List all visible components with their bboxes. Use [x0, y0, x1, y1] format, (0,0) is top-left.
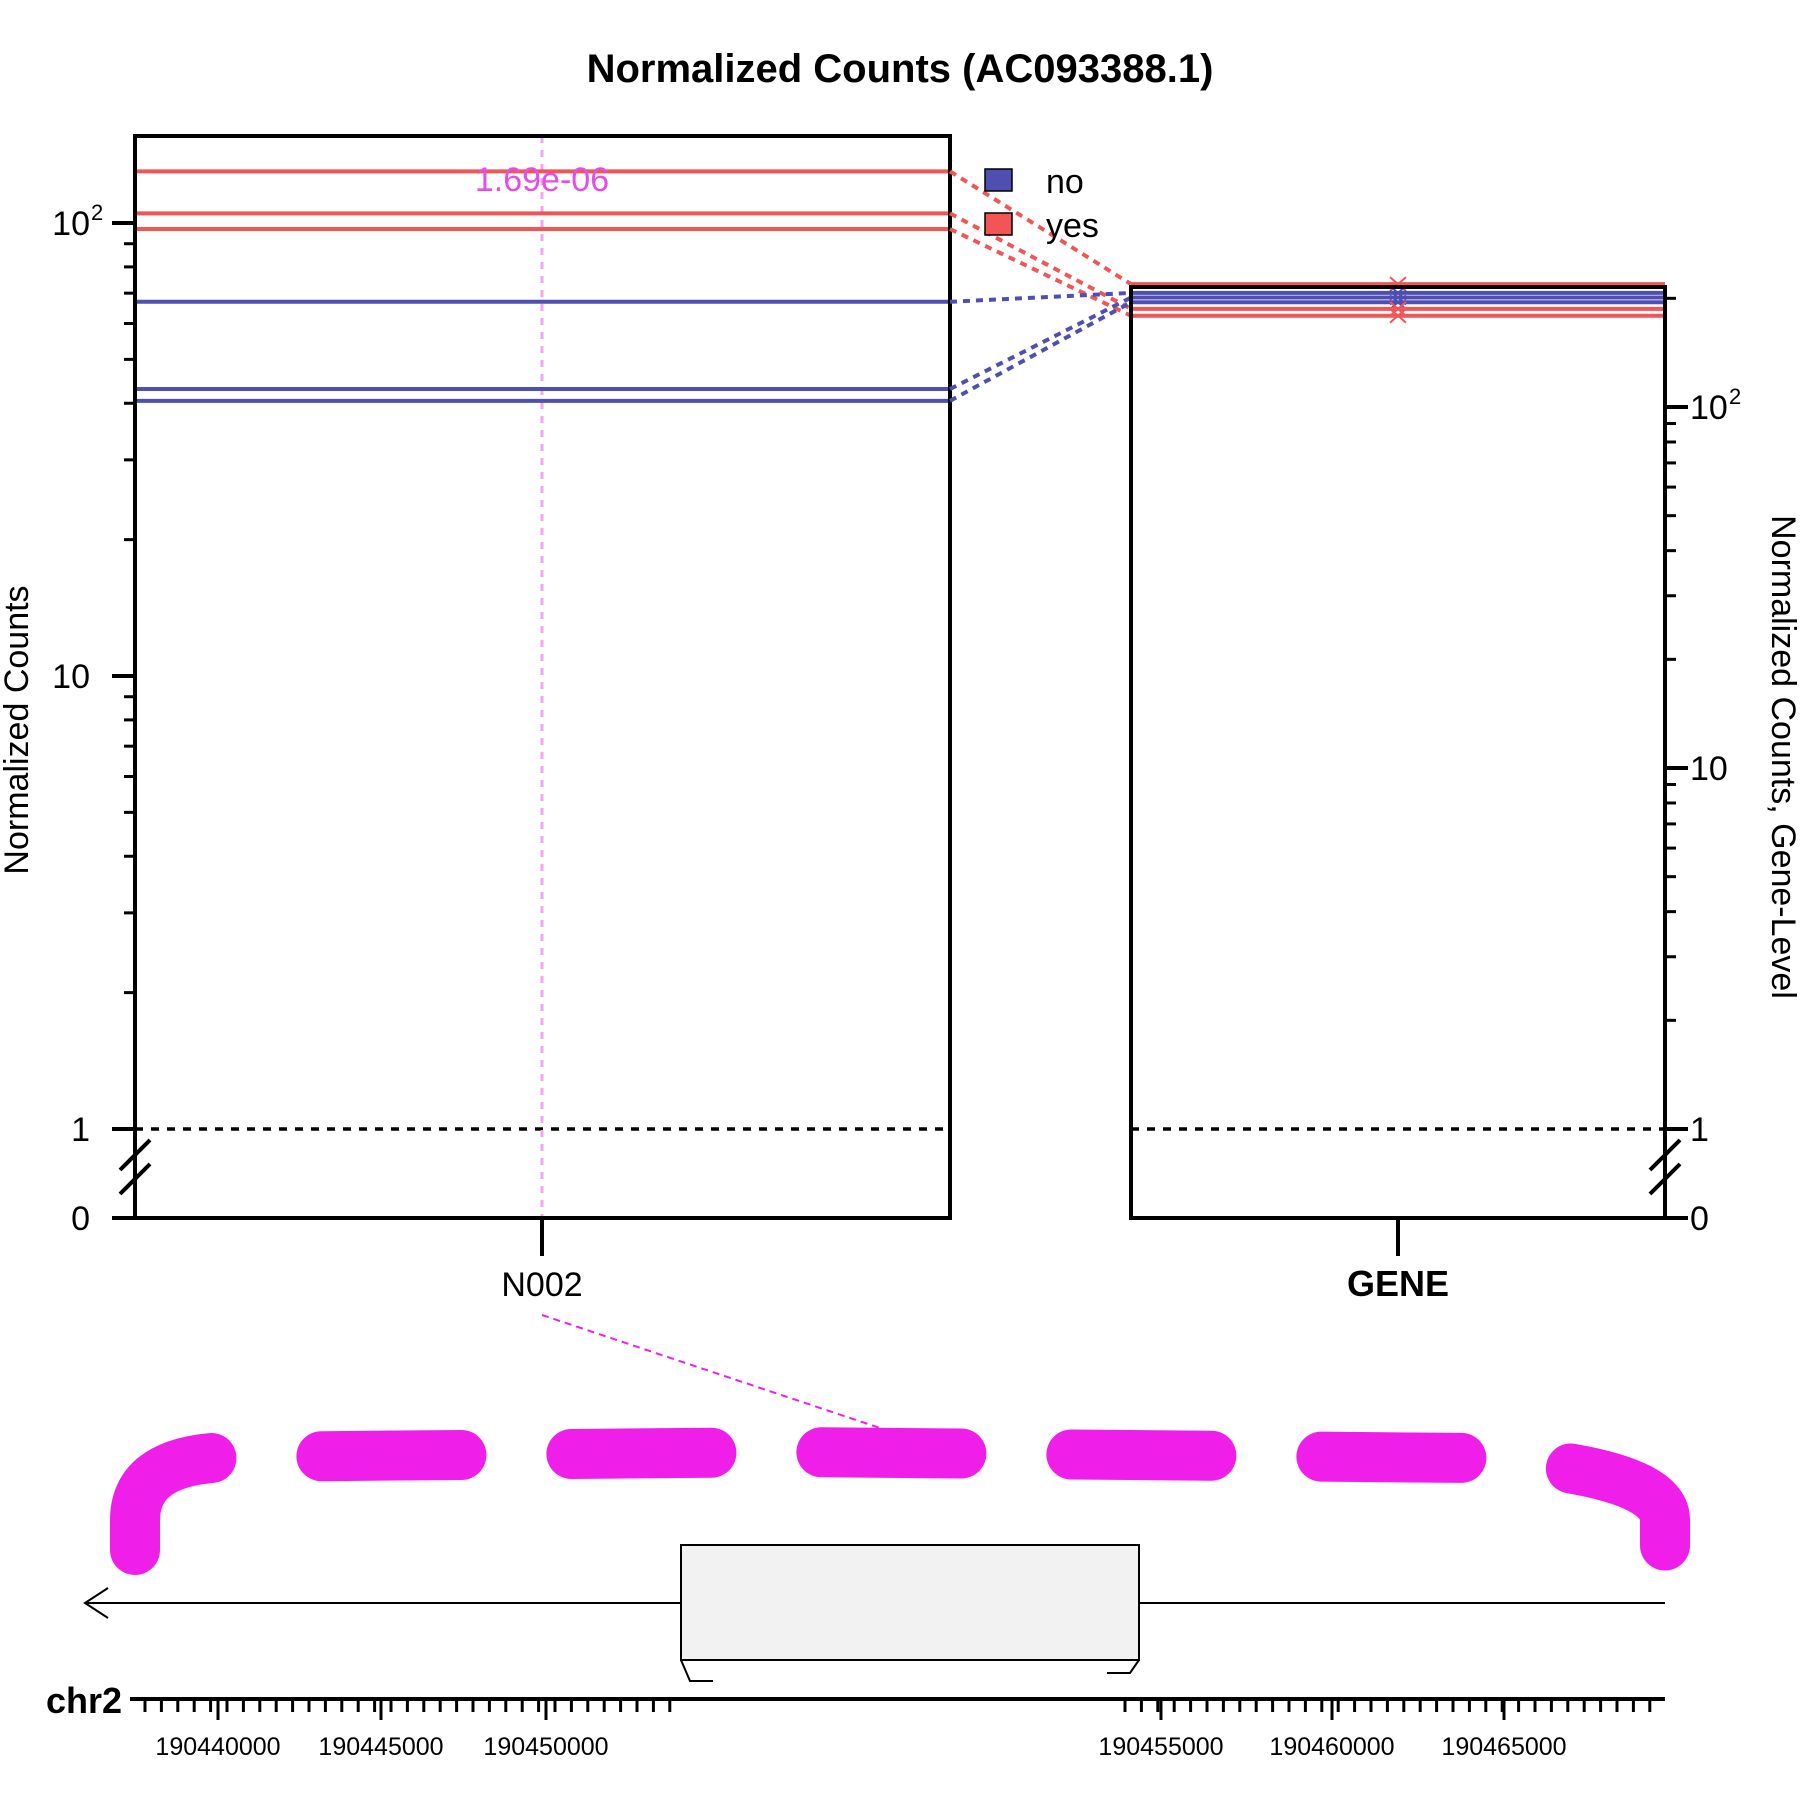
exon-box	[680, 1544, 1140, 1661]
junction-pointer-line	[541, 1314, 881, 1429]
gene-mean-cross-mark	[1389, 307, 1407, 324]
junction-y-tick-label: 0	[71, 1200, 90, 1238]
genome-tick-label: 190445000	[318, 1733, 443, 1761]
gene-x-tick-label: GENE	[1347, 1263, 1449, 1304]
genome-axis: 190440000 190445000 190450000 190455000 1904…	[155, 1699, 1567, 1761]
legend: no yes	[984, 163, 1099, 245]
junction-panel-frame	[133, 134, 952, 1220]
junction-arc	[110, 1426, 1690, 1575]
junction-axis-break-mark	[118, 1162, 152, 1196]
junction-p-value-label: 1.69e-06	[475, 161, 609, 199]
connector-line-no	[949, 295, 1132, 391]
junction-y-tick-exponent: 2	[91, 200, 103, 225]
genome-tick-label: 190450000	[483, 1733, 608, 1761]
gene-y-tick-label: 10	[1690, 389, 1728, 427]
connector-line-yes	[949, 227, 1132, 318]
gene-axis-break-mark	[1648, 1162, 1682, 1196]
gene-axis-break-mark	[1648, 1138, 1682, 1172]
gene-y-tick-label: 1	[1690, 1111, 1709, 1149]
gene-panel-frame	[1129, 285, 1667, 1220]
gene-y-axis-label: Normalized Counts, Gene-Level	[1764, 515, 1800, 999]
connector-line-no	[949, 290, 1132, 304]
chart-title: Normalized Counts (AC093388.1)	[587, 47, 1214, 91]
gene-mean-cross-mark	[1389, 301, 1407, 317]
genome-minor-ticks	[143, 1699, 1652, 1712]
legend-no-swatch	[984, 168, 1013, 192]
genome-tick-label: 190465000	[1441, 1733, 1566, 1761]
gene-y-tick-label: 0	[1690, 1200, 1709, 1238]
legend-yes-label: yes	[1046, 207, 1099, 245]
genome-tick-label: 190455000	[1098, 1733, 1223, 1761]
junction-y-tick-label: 10	[52, 205, 90, 243]
legend-yes-swatch	[984, 212, 1013, 236]
connector-lines	[948, 169, 1133, 403]
legend-no-label: no	[1046, 163, 1084, 201]
junction-y-axis-label: Normalized Counts	[0, 585, 36, 874]
junction-y-tick-label: 10	[52, 658, 90, 696]
connector-line-yes	[948, 169, 1133, 286]
gene-y-tick-label: 10	[1690, 750, 1728, 788]
strand-direction-arrow-icon	[83, 1587, 109, 1619]
genome-tick-label: 190440000	[155, 1733, 280, 1761]
gene-y-tick-exponent: 2	[1729, 384, 1741, 409]
connector-line-yes	[949, 211, 1132, 311]
chromosome-label: chr2	[46, 1680, 122, 1721]
gene-series-lines	[1131, 276, 1665, 324]
connector-line-no	[949, 300, 1132, 403]
exon-box-bracket	[1107, 1659, 1140, 1674]
exon-box-bracket	[680, 1659, 713, 1682]
junction-axis-break-mark	[118, 1138, 152, 1172]
junction-x-tick-label: N002	[501, 1266, 582, 1304]
genome-tick-label: 190460000	[1269, 1733, 1394, 1761]
junction-series-lines	[135, 169, 950, 403]
genome-track: chr2 190440000 190445000 190450000 19045500…	[46, 1314, 1690, 1761]
junction-y-tick-label: 1	[71, 1111, 90, 1149]
